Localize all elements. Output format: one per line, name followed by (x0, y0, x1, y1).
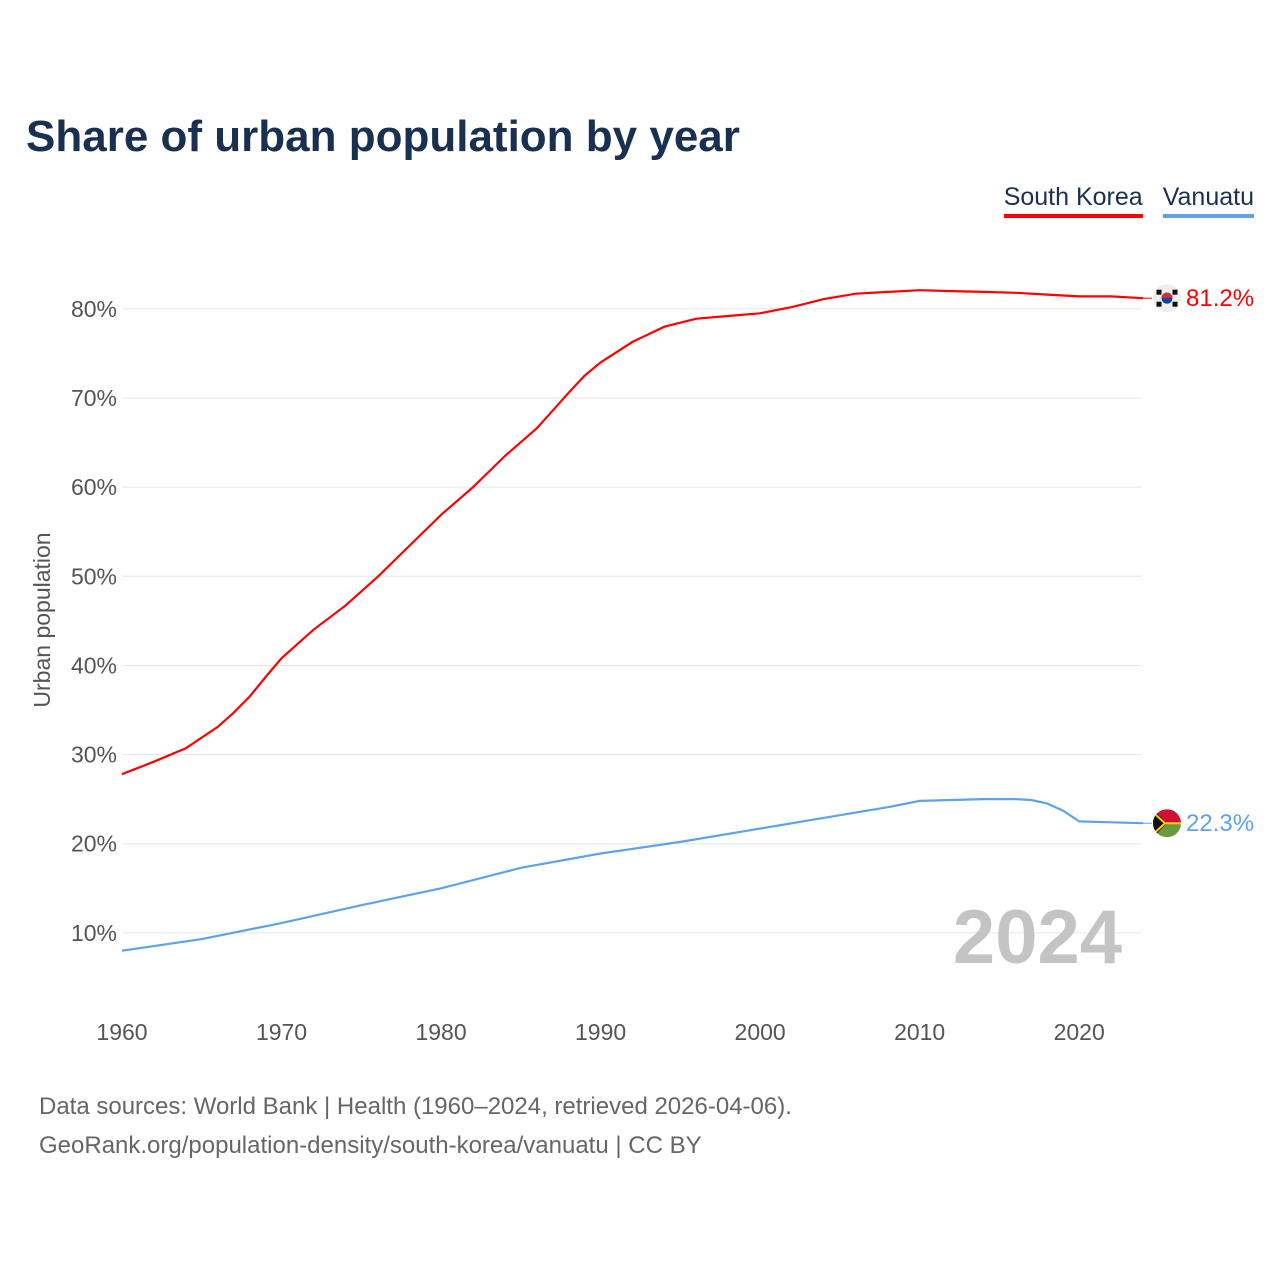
legend-south-korea[interactable]: South Korea (1003, 183, 1143, 218)
x-tick-label: 2010 (894, 1019, 945, 1045)
source-link[interactable]: GeoRank.org/population-density/south-kor… (39, 1132, 702, 1159)
series-line-vanuatu (121, 798, 1144, 952)
x-tick-label: 1970 (256, 1019, 307, 1045)
data-source: Data sources: World Bank | Health (1960–… (39, 1093, 792, 1120)
y-tick-label: 70% (71, 385, 117, 411)
y-tick-label: 10% (71, 920, 117, 946)
legend: South Korea Vanuatu (1003, 183, 1254, 218)
y-tick-label: 80% (71, 296, 117, 322)
x-tick-label: 1990 (575, 1019, 626, 1045)
y-tick-label: 60% (71, 474, 117, 500)
legend-vanuatu[interactable]: Vanuatu (1162, 183, 1254, 218)
x-tick-label: 1980 (415, 1019, 466, 1045)
x-tick-label: 2000 (735, 1019, 786, 1045)
x-tick-label: 1960 (96, 1019, 147, 1045)
year-watermark: 2024 (953, 895, 1122, 980)
y-tick-label: 40% (71, 652, 117, 678)
x-tick-label: 2020 (1054, 1019, 1105, 1045)
end-value-label: 81.2% (1186, 285, 1254, 312)
y-tick-label: 30% (71, 742, 117, 768)
series-line-south-korea (121, 289, 1144, 776)
vanuatu-flag-icon (1153, 809, 1181, 838)
chart-title: Share of urban population by year (26, 112, 740, 161)
footer: Data sources: World Bank | Health (1960–… (39, 1087, 792, 1165)
end-value-label: 22.3% (1186, 810, 1254, 837)
y-tick-label: 20% (71, 831, 117, 857)
y-tick-label: 50% (71, 563, 117, 589)
south-korea-flag-icon (1153, 284, 1181, 313)
y-axis-label: Urban population (29, 532, 55, 707)
